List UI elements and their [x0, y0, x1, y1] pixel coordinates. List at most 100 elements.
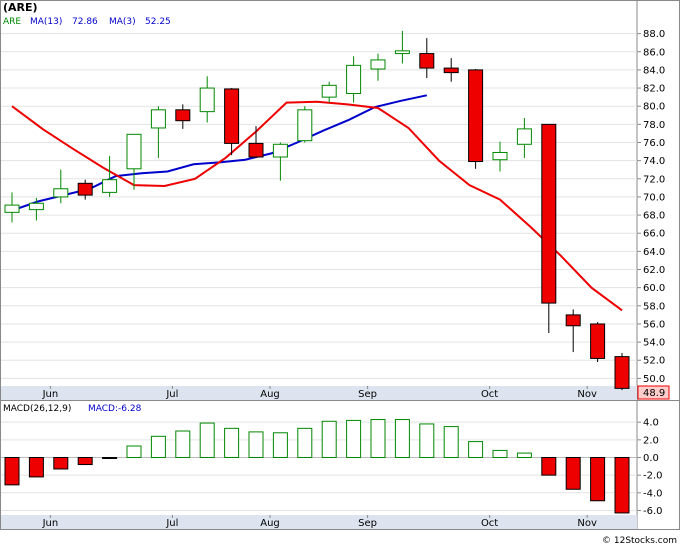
- price-y-ticks: 50.0 52.0 54.0 56.0 58.0 60.0 62.0 64.0 66.0 68.0…: [637, 29, 665, 385]
- candle-down: [468, 69, 484, 163]
- price-y-tick-label: 50.0: [643, 374, 665, 385]
- macd-y-tick-label: -6.0: [643, 506, 663, 517]
- candle-up: [150, 109, 166, 129]
- macd-bar-positive: [175, 430, 191, 458]
- macd-y-tick-label: -4.0: [643, 488, 663, 499]
- macd-x-axis: [1, 515, 637, 529]
- price-y-tick-label: 86.0: [643, 47, 665, 58]
- macd-bar-negative: [53, 456, 69, 470]
- legend-ma-short-label: MA(3): [109, 17, 136, 27]
- macd-bar-positive: [150, 435, 166, 458]
- price-x-axis: [1, 386, 637, 400]
- macd-histogram: [1, 419, 637, 514]
- price-y-tick-label: 70.0: [643, 192, 665, 203]
- macd-y-axis: [637, 401, 679, 529]
- macd-bar-positive: [272, 432, 288, 458]
- price-y-tick-label: 54.0: [643, 338, 665, 349]
- candle-up: [126, 133, 142, 170]
- macd-x-tick-label: Jul: [165, 518, 178, 529]
- candle-down: [224, 88, 240, 144]
- price-y-tick-label: 64.0: [643, 247, 665, 258]
- last-price-label: 48.9: [643, 388, 665, 399]
- candle-up: [492, 151, 508, 161]
- price-y-tick-label: 74.0: [643, 156, 665, 167]
- price-legend: ARE MA(13) 72.86 MA(3) 52.25: [3, 17, 171, 27]
- macd-y-tick-label: -2.0: [643, 471, 663, 482]
- macd-bar-positive: [394, 419, 410, 458]
- macd-bar-positive: [321, 420, 337, 458]
- macd-bar-positive: [346, 419, 362, 458]
- macd-bar-positive: [248, 431, 264, 458]
- macd-x-tick-label: Aug: [260, 518, 280, 529]
- macd-x-tick-label: Jun: [42, 518, 59, 529]
- price-x-tick-label: Oct: [481, 389, 498, 400]
- candle-down: [248, 142, 264, 158]
- macd-bar-positive: [419, 423, 435, 458]
- macd-legend-value: MACD:-6.28: [88, 404, 142, 414]
- candle-up: [321, 84, 337, 98]
- macd-y-ticks: 4.0 2.0 0.0 -2.0 -4.0 -6.0: [637, 418, 663, 517]
- macd-y-tick-label: 0.0: [643, 453, 659, 464]
- macd-legend-title: MACD(26,12,9): [3, 404, 71, 414]
- ma-line-ma3: [11, 100, 623, 312]
- chart-title: (ARE): [3, 1, 38, 14]
- candle-down: [565, 314, 581, 327]
- legend-ma-short-value: 52.25: [145, 17, 171, 27]
- price-y-tick-label: 52.0: [643, 356, 665, 367]
- candle-up: [272, 143, 288, 158]
- macd-x-tick-label: Oct: [481, 518, 498, 529]
- last-price-box: [637, 385, 670, 400]
- macd-y-tick-label: 2.0: [643, 435, 659, 446]
- macd-bar-negative: [77, 456, 93, 466]
- legend-ticker: ARE: [3, 17, 21, 27]
- price-y-tick-label: 66.0: [643, 229, 665, 240]
- candle-up: [53, 188, 69, 198]
- candle-down: [443, 67, 459, 74]
- macd-bar-negative: [541, 456, 557, 476]
- macd-bar-positive: [297, 427, 313, 458]
- macd-bar-positive: [370, 419, 386, 458]
- price-y-axis: [637, 1, 679, 400]
- macd-bar-positive: [443, 426, 459, 458]
- candle-up: [102, 179, 118, 193]
- price-y-tick-label: 56.0: [643, 319, 665, 330]
- price-x-ticks: Jun Jul Aug Sep Oct Nov: [42, 386, 597, 400]
- macd-bar-negative: [565, 456, 581, 490]
- last-price-tag: 48.9: [637, 385, 670, 400]
- macd-bar-positive: [224, 427, 240, 458]
- candle-up: [346, 64, 362, 94]
- macd-bar-positive: [199, 422, 215, 458]
- candle-up: [370, 59, 386, 70]
- candle-up: [516, 128, 532, 145]
- price-y-tick-label: 72.0: [643, 174, 665, 185]
- candle-down: [419, 53, 435, 69]
- macd-bar-positive: [468, 441, 484, 458]
- price-y-tick-label: 88.0: [643, 29, 665, 40]
- macd-bar-positive: [492, 449, 508, 458]
- candle-up: [4, 204, 20, 213]
- price-y-tick-label: 80.0: [643, 102, 665, 113]
- price-y-tick-label: 62.0: [643, 265, 665, 276]
- candle-up: [199, 87, 215, 113]
- macd-bar-negative: [614, 456, 630, 514]
- price-y-tick-label: 68.0: [643, 211, 665, 222]
- price-gridlines: [1, 33, 637, 379]
- price-x-tick-label: Nov: [577, 389, 597, 400]
- legend-ma-long-value: 72.86: [72, 17, 98, 27]
- candle-down: [77, 182, 93, 196]
- price-x-tick-label: Aug: [260, 389, 280, 400]
- macd-x-ticks: Jun Jul Aug Sep Oct Nov: [42, 515, 597, 529]
- macd-x-tick-label: Sep: [358, 518, 377, 529]
- macd-legend: MACD(26,12,9) MACD:-6.28: [3, 404, 142, 414]
- price-x-tick-label: Jul: [165, 389, 178, 400]
- price-y-tick-label: 58.0: [643, 301, 665, 312]
- macd-y-tick-label: 4.0: [643, 418, 659, 429]
- price-y-tick-label: 84.0: [643, 65, 665, 76]
- candle-up: [297, 109, 313, 142]
- candlesticks: [4, 30, 630, 391]
- price-panel: [0, 0, 680, 401]
- macd-bar-negative: [590, 456, 606, 502]
- macd-bar-positive: [516, 452, 532, 458]
- price-y-tick-label: 82.0: [643, 84, 665, 95]
- price-y-tick-label: 60.0: [643, 283, 665, 294]
